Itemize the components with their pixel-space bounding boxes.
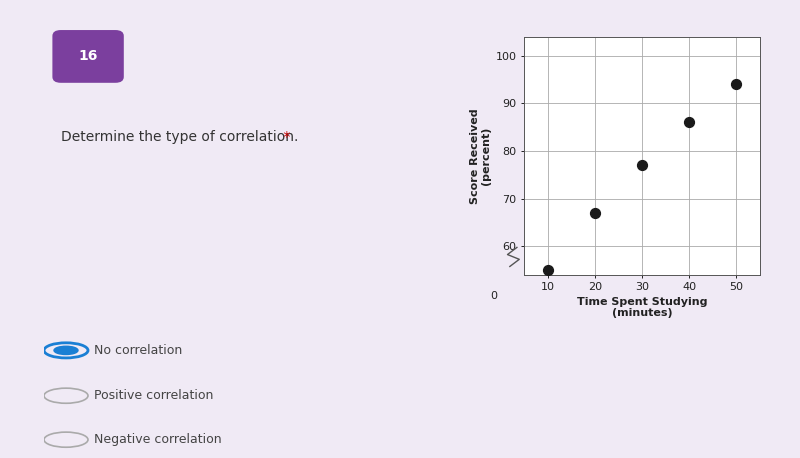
Point (541, 267, 554, 274)
Point (588, 209, 602, 217)
Point (682, 119, 695, 126)
Text: 16: 16 (78, 49, 98, 63)
Text: Determine the type of correlation.: Determine the type of correlation. (61, 130, 298, 144)
Text: No correlation: No correlation (94, 344, 182, 357)
FancyBboxPatch shape (53, 30, 124, 83)
Text: *: * (279, 130, 290, 144)
Point (635, 162, 648, 169)
Text: 0: 0 (490, 291, 497, 301)
Point (730, 81, 742, 88)
Circle shape (54, 346, 78, 354)
X-axis label: Time Spent Studying
(minutes): Time Spent Studying (minutes) (577, 297, 707, 318)
Y-axis label: Score Received
(percent): Score Received (percent) (470, 108, 491, 203)
Text: Negative correlation: Negative correlation (94, 433, 222, 446)
Text: Positive correlation: Positive correlation (94, 389, 214, 402)
